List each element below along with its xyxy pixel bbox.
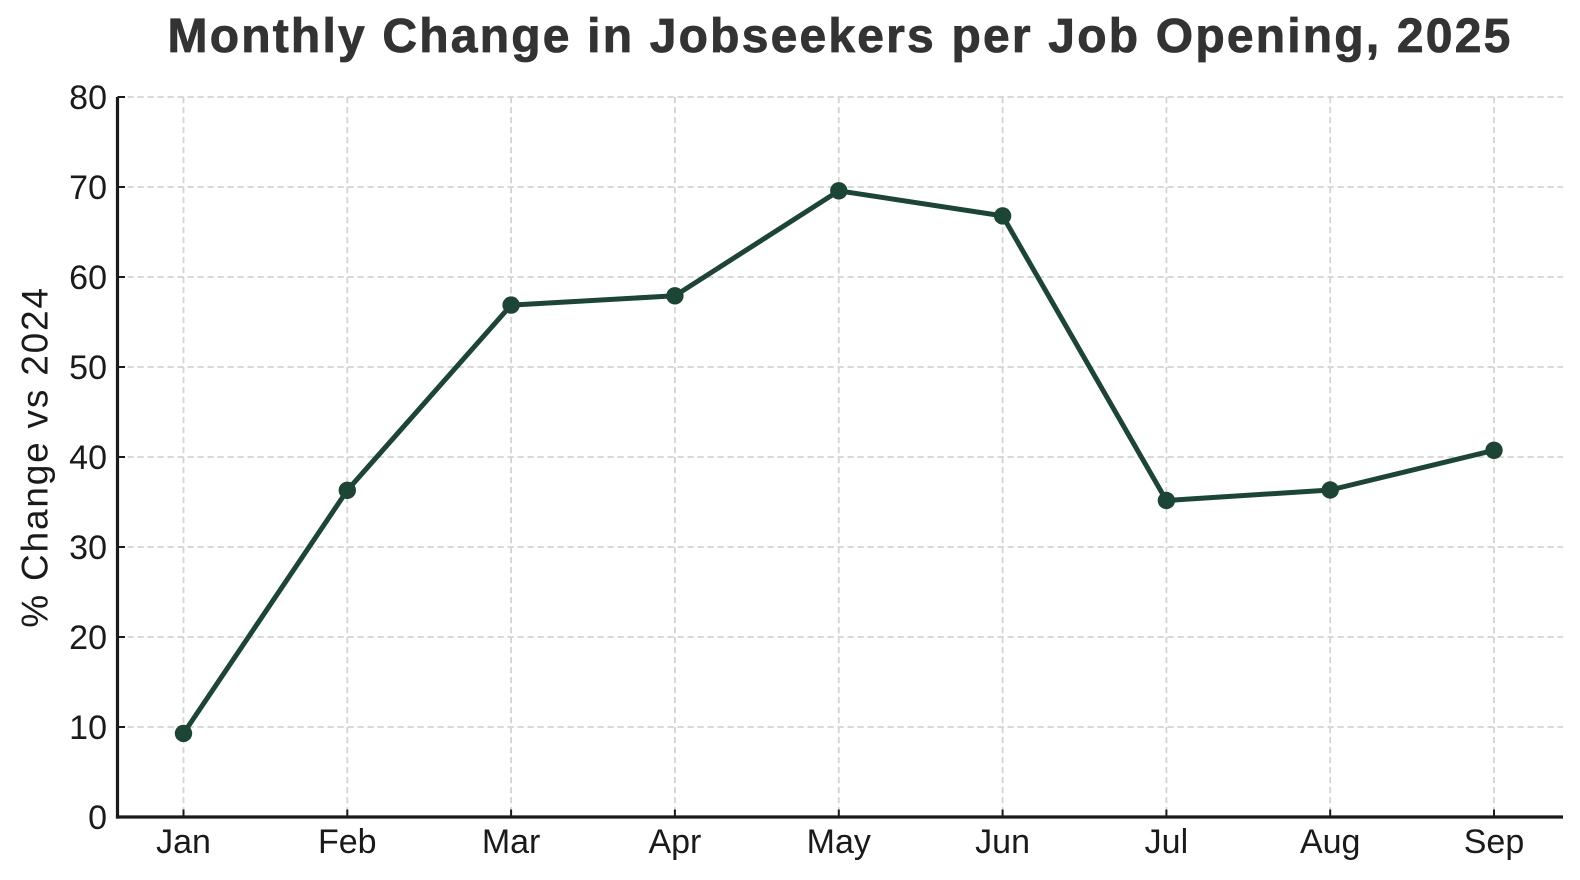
svg-text:Mar: Mar [482, 823, 541, 861]
svg-text:40: 40 [69, 439, 107, 477]
svg-text:Aug: Aug [1300, 823, 1361, 861]
svg-text:60: 60 [69, 259, 107, 297]
svg-text:May: May [807, 823, 871, 861]
svg-text:Jul: Jul [1145, 823, 1188, 861]
svg-text:Apr: Apr [648, 823, 701, 861]
svg-text:% Change vs 2024: % Change vs 2024 [15, 286, 56, 627]
svg-text:20: 20 [69, 619, 107, 657]
svg-text:70: 70 [69, 169, 107, 207]
svg-text:Monthly Change in Jobseekers p: Monthly Change in Jobseekers per Job Ope… [168, 10, 1513, 63]
svg-text:10: 10 [69, 709, 107, 747]
svg-text:Jun: Jun [975, 823, 1030, 861]
svg-text:80: 80 [69, 79, 107, 117]
svg-text:Jan: Jan [156, 823, 211, 861]
svg-text:30: 30 [69, 529, 107, 567]
svg-text:50: 50 [69, 349, 107, 387]
svg-text:Feb: Feb [318, 823, 377, 861]
svg-text:Sep: Sep [1464, 823, 1525, 861]
svg-text:0: 0 [88, 799, 107, 837]
